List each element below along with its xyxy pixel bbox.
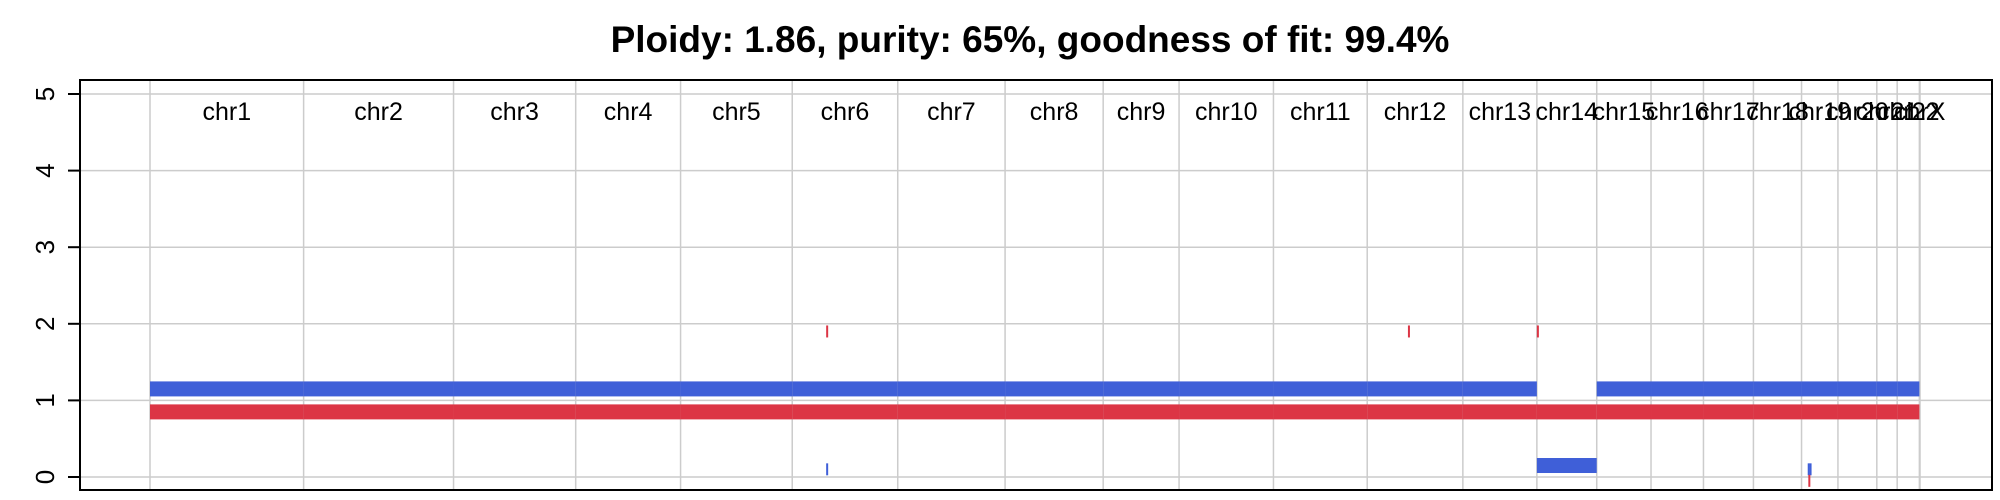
chromosome-label-chr14: chr14	[1536, 98, 1599, 126]
minor-segment	[1407, 325, 1410, 338]
chromosome-label-chr19: chr19	[1788, 98, 1851, 126]
plot-frame	[79, 79, 1993, 491]
major-segment	[1897, 381, 1920, 397]
chromosome-label-chr10: chr10	[1195, 98, 1258, 126]
chart-title: Ploidy: 1.86, purity: 65%, goodness of f…	[611, 19, 1450, 60]
chromosome-label-chr9: chr9	[1117, 98, 1166, 126]
minor-segment	[1808, 474, 1811, 487]
chromosome-label-chr21: chr21	[1856, 98, 1919, 126]
major-segment	[1462, 381, 1537, 397]
major-segment	[1837, 381, 1877, 397]
minor-segment	[1103, 404, 1180, 420]
chromosome-labels: chr1 chr2 chr3 chr4 chr5 chr6 chr7 chr8 chr9 chr1…	[202, 98, 1945, 126]
chromosome-label-chr5: chr5	[712, 98, 761, 126]
major-segment	[1876, 381, 1898, 397]
major-segment	[1801, 381, 1838, 397]
minor-segment	[303, 404, 454, 420]
minor-segment	[1837, 404, 1877, 420]
chromosome-label-chr16: chr16	[1646, 98, 1709, 126]
major-segment	[1753, 381, 1802, 397]
y-tick-label: 5	[30, 87, 60, 101]
y-axis: 0 1 2 3 4 5	[30, 87, 81, 484]
chromosome-label-chrX: chrX	[1894, 98, 1946, 126]
minor-segment	[826, 325, 829, 338]
minor-segment	[1801, 404, 1838, 420]
y-tick-label: 4	[30, 163, 60, 177]
minor-segment	[1005, 404, 1104, 420]
minor-segment	[150, 404, 304, 420]
major-segment	[1807, 463, 1810, 476]
chromosome-label-chr18: chr18	[1746, 98, 1809, 126]
chromosome-label-chr13: chr13	[1469, 98, 1532, 126]
major-segment	[453, 381, 576, 397]
major-segment	[1005, 381, 1104, 397]
y-tick-label: 0	[30, 470, 60, 484]
minor-segment	[1536, 404, 1597, 420]
major-segment	[1703, 381, 1754, 397]
chromosome-label-chr11: chr11	[1290, 98, 1351, 126]
major-segment	[1536, 458, 1597, 474]
minor-segment	[1179, 404, 1274, 420]
major-segment	[1651, 381, 1704, 397]
segments	[150, 325, 1920, 487]
chromosome-label-chr6: chr6	[821, 98, 870, 126]
chromosome-label-chr17: chr17	[1697, 98, 1760, 126]
major-segment	[1596, 381, 1652, 397]
chromosome-label-chr1: chr1	[202, 98, 251, 126]
minor-segment	[1651, 404, 1704, 420]
chromosome-label-chr22: chr22	[1877, 98, 1940, 126]
minor-segment	[1753, 404, 1802, 420]
chromosome-label-chr2: chr2	[354, 98, 403, 126]
chromosome-label-chr15: chr15	[1593, 98, 1656, 126]
minor-segment	[453, 404, 576, 420]
major-segment	[897, 381, 1006, 397]
minor-segment	[1462, 404, 1537, 420]
chromosome-label-chr20: chr20	[1826, 98, 1889, 126]
y-tick-label: 3	[30, 240, 60, 254]
major-segment	[1273, 381, 1368, 397]
grid	[80, 80, 1992, 490]
major-segment	[575, 381, 681, 397]
minor-segment	[1876, 404, 1898, 420]
minor-segment	[1703, 404, 1754, 420]
chromosome-label-chr8: chr8	[1030, 98, 1079, 126]
chromosome-label-chr12: chr12	[1384, 98, 1447, 126]
minor-segment	[680, 404, 793, 420]
major-segment	[303, 381, 454, 397]
minor-segment	[1596, 404, 1652, 420]
chromosome-label-chr4: chr4	[604, 98, 653, 126]
y-tick-label: 1	[30, 393, 60, 407]
major-segment	[680, 381, 793, 397]
major-segment	[1179, 381, 1274, 397]
major-segment	[1103, 381, 1180, 397]
chromosome-label-chr3: chr3	[490, 98, 539, 126]
minor-segment	[575, 404, 681, 420]
y-tick-label: 2	[30, 317, 60, 331]
major-segment	[150, 381, 304, 397]
minor-segment	[792, 404, 898, 420]
major-segment	[792, 381, 898, 397]
major-segment	[1367, 381, 1463, 397]
minor-segment	[1367, 404, 1463, 420]
minor-segment	[1273, 404, 1368, 420]
minor-segment	[1897, 404, 1920, 420]
chromosome-label-chr7: chr7	[927, 98, 976, 126]
minor-segment	[1536, 325, 1539, 338]
major-segment	[1809, 463, 1812, 476]
major-segment	[826, 463, 829, 476]
minor-segment	[897, 404, 1006, 420]
